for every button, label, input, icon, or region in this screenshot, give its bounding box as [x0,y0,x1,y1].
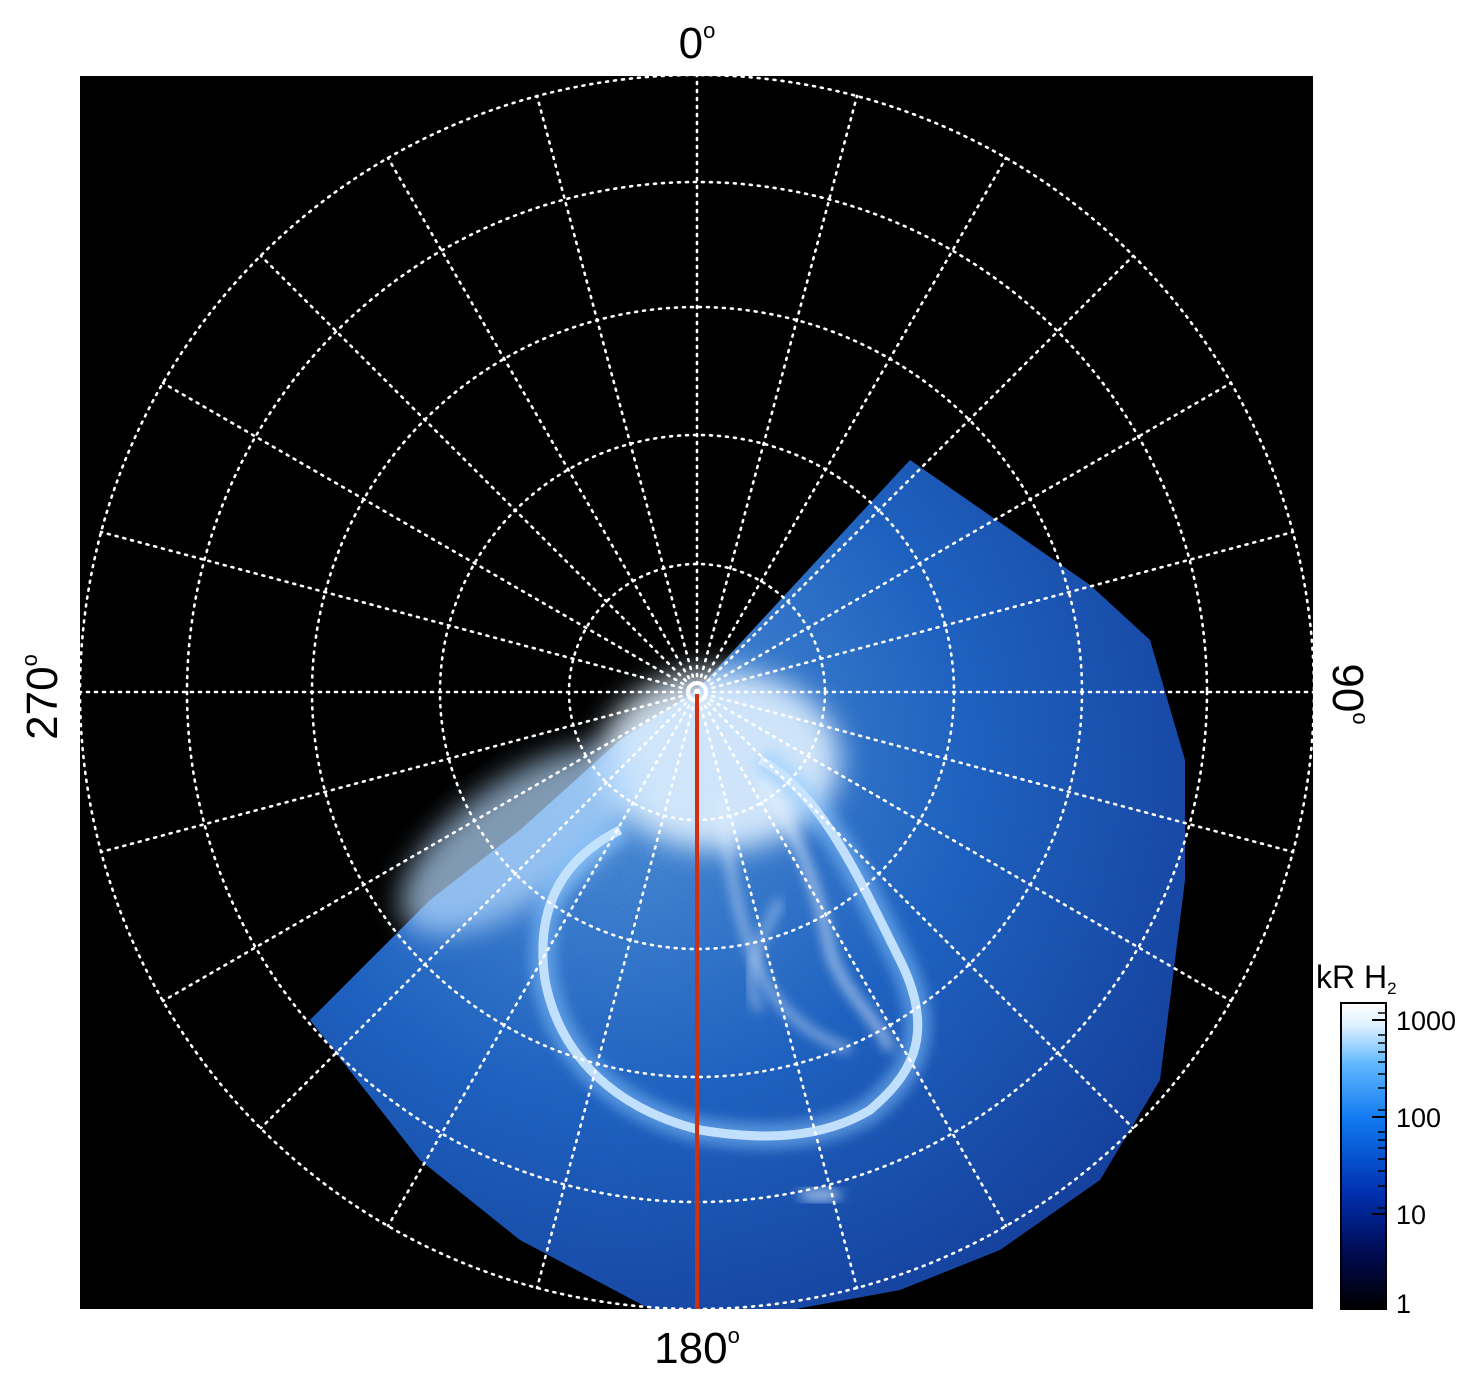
aurora-emission-region [310,460,1185,1309]
meridian [695,690,1295,854]
meridian [695,530,1295,694]
meridian [695,690,1008,1228]
colorbar-major-ticks [1372,1019,1386,1215]
meridian [695,690,859,1290]
colorbar-title: kR H2 [1316,959,1397,998]
meridian [99,530,699,694]
meridian [161,381,699,694]
colorbar-tick-label: 1000 [1396,1006,1456,1036]
meridian [695,254,1135,694]
main-auroral-oval-glow [529,748,931,1149]
longitude-label-left: 270o [17,654,67,740]
colorbar-gradient [1340,1002,1387,1310]
meridian [695,690,1135,1130]
inner-filament-3 [748,898,783,1012]
meridian [535,690,699,1290]
inner-filament-2 [717,799,851,1053]
colorbar-tick-label: 10 [1396,1200,1426,1230]
meridian [161,690,699,1003]
colorbar: kR H2 1000 100 10 1 [1316,959,1456,1319]
meridian [535,94,699,694]
meridian [695,381,1233,694]
dusk-bright-band [400,745,640,935]
colorbar-tick-label: 100 [1396,1103,1441,1133]
meridian [695,156,1008,694]
meridian [99,690,699,854]
meridian [259,254,699,694]
colorbar-minor-ticks [1378,1012,1386,1209]
longitude-label-right: 90o [1323,663,1373,724]
colorbar-tick-label: 1 [1396,1289,1411,1319]
longitude-label-bottom: 180o [654,1323,740,1373]
longitude-label-top: 0o [679,18,716,68]
footprint-spot [798,1189,842,1201]
polar-grid [80,76,1313,1309]
meridian [386,156,699,694]
inner-filament-1 [757,777,894,1052]
meridian [695,690,1233,1003]
meridian [695,94,859,694]
meridian [386,690,699,1228]
meridian [259,690,699,1130]
aurora-noise-texture [310,460,1185,1309]
